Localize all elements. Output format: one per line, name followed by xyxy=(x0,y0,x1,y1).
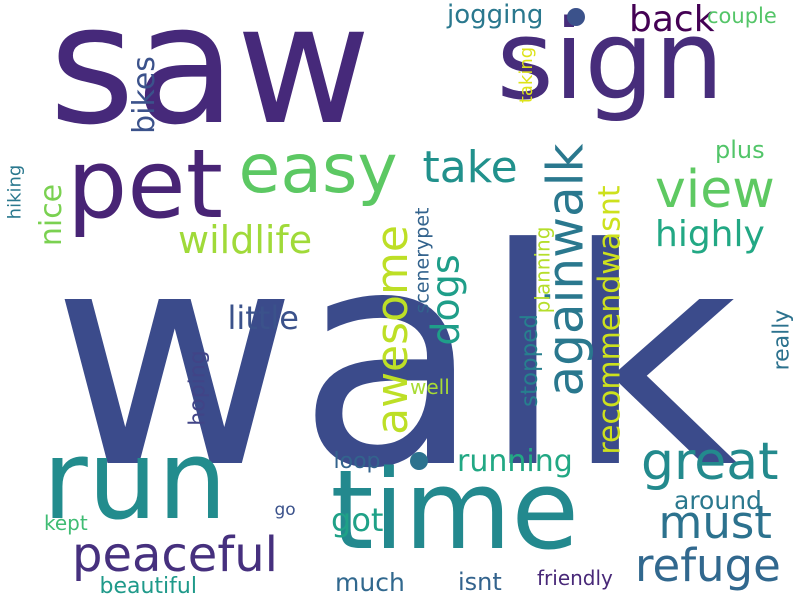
word-little: little xyxy=(227,299,299,337)
word-plus: plus xyxy=(715,136,765,164)
word-bikes: bikes xyxy=(126,56,162,134)
word-got: got xyxy=(331,501,384,539)
word-view: view xyxy=(655,160,775,220)
word-must: must xyxy=(658,495,772,549)
word-nice: nice xyxy=(34,183,70,247)
dot-mark xyxy=(410,452,428,470)
word-loop: loop xyxy=(333,449,381,474)
word-saw: saw xyxy=(49,0,372,161)
word-peaceful: peaceful xyxy=(72,527,278,583)
word-hoping: hoping xyxy=(185,350,211,426)
word-jogging: jogging xyxy=(447,0,544,30)
word-well: well xyxy=(410,375,450,399)
word-take: take xyxy=(422,142,518,193)
word-stopped: stopped xyxy=(516,313,543,407)
word-refuge: refuge xyxy=(635,538,781,592)
word-wildlife: wildlife xyxy=(178,218,313,262)
word-friendly: friendly xyxy=(537,566,613,590)
word-kept: kept xyxy=(44,511,88,535)
word-beautiful: beautiful xyxy=(99,574,197,599)
word-really: really xyxy=(768,309,794,371)
word-couple: couple xyxy=(707,3,777,28)
word-hiking: hiking xyxy=(3,164,25,220)
word-run: run xyxy=(42,416,228,544)
word-pet: pet xyxy=(67,129,223,240)
word-go: go xyxy=(274,499,296,520)
word-scenerypet: scenerypet xyxy=(411,206,434,314)
dot-mark xyxy=(567,8,585,26)
word-great: great xyxy=(641,432,779,492)
word-around: around xyxy=(674,485,762,515)
word-recommendwasnt: recommendwasnt xyxy=(592,185,628,455)
word-running: running xyxy=(457,444,573,479)
word-much: much xyxy=(335,567,405,597)
word-back: back xyxy=(629,0,715,40)
word-awesome: awesome xyxy=(366,225,418,435)
word-easy: easy xyxy=(238,130,398,209)
word-walk: walk xyxy=(52,185,739,534)
word-highly: highly xyxy=(655,214,765,255)
word-time: time xyxy=(330,446,580,574)
word-isnt: isnt xyxy=(458,568,502,596)
word-taking: taking xyxy=(516,46,538,104)
word-planning: planning xyxy=(529,226,554,314)
word-sign: sign xyxy=(496,0,724,124)
